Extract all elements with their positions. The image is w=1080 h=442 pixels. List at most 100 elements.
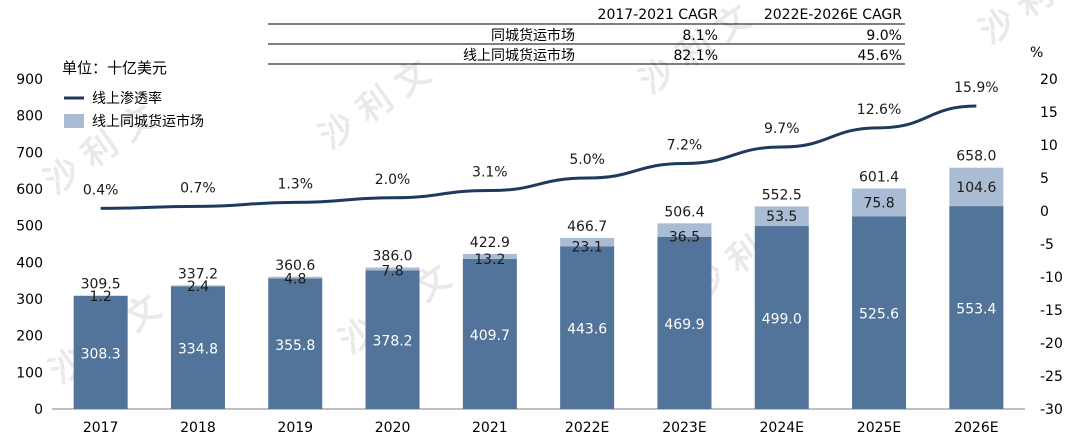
- bar-offline-segment: [949, 206, 1004, 409]
- bar-total-label: 309.5: [81, 277, 121, 293]
- x-axis-tick-label: 2019: [277, 420, 313, 436]
- bar-value-label: 334.8: [178, 342, 218, 358]
- bar-offline-segment: [268, 278, 323, 409]
- line-point-label: 0.4%: [83, 182, 119, 198]
- left-axis-tick-label: 900: [16, 72, 43, 88]
- left-axis-tick-label: 500: [16, 219, 43, 235]
- bar-online-segment: [754, 206, 809, 227]
- bar-online-segment: [949, 167, 1004, 207]
- online-segment-label: 36.5: [669, 230, 700, 246]
- x-axis-tick-label: 2026E: [954, 420, 998, 436]
- cagr-table: 2017-2021 CAGR 2022E-2026E CAGR 同城货运市场 8…: [268, 7, 905, 65]
- bar-total-label: 466.7: [567, 219, 607, 235]
- x-axis-tick-label: 2018: [180, 420, 216, 436]
- x-axis-tick-label: 2024E: [760, 420, 804, 436]
- bar-total-label: 422.9: [470, 235, 510, 251]
- cagr-row-1-value-2: 9.0%: [866, 28, 902, 44]
- x-axis-tick-label: 2020: [375, 420, 411, 436]
- bar-offline-segment: [560, 246, 615, 409]
- legend-label-penetration: 线上渗透率: [92, 90, 162, 107]
- bar-online-segment: [268, 276, 323, 279]
- cagr-row-2-label: 线上同城货运市场: [463, 47, 575, 64]
- bar-offline-segment: [462, 258, 517, 409]
- right-axis-tick-label: -30: [1040, 402, 1063, 418]
- right-axis-tick-label: -15: [1040, 303, 1063, 319]
- bar-offline-segment: [73, 295, 128, 409]
- cagr-row-1-label: 同城货运市场: [491, 27, 575, 44]
- online-segment-label: 7.8: [381, 263, 403, 279]
- online-segment-label: 1.2: [90, 289, 112, 305]
- bar-value-label: 499.0: [762, 312, 802, 328]
- cagr-header-2: 2022E-2026E CAGR: [764, 7, 902, 23]
- left-axis-tick-label: 200: [16, 329, 43, 345]
- x-axis-tick-label: 2023E: [662, 420, 706, 436]
- legend-label-online-market: 线上同城货运市场: [92, 113, 204, 130]
- bar-total-label: 386.0: [373, 248, 413, 264]
- online-segment-label: 75.8: [863, 195, 894, 211]
- bar-value-label: 308.3: [81, 346, 121, 362]
- right-axis-tick-label: -25: [1040, 369, 1063, 385]
- x-axis-tick-label: 2022E: [565, 420, 609, 436]
- line-point-label: 3.1%: [472, 165, 508, 181]
- bar-offline-segment: [754, 226, 809, 409]
- line-point-label: 15.9%: [954, 80, 998, 96]
- cagr-header-1: 2017-2021 CAGR: [598, 7, 719, 23]
- bar-value-label: 525.6: [859, 307, 899, 323]
- bar-value-label: 443.6: [567, 322, 607, 338]
- bar-offline-segment: [657, 236, 712, 409]
- right-axis-tick-label: -20: [1040, 336, 1063, 352]
- left-axis-tick-label: 100: [16, 365, 43, 381]
- cagr-row-1-value-1: 8.1%: [682, 28, 718, 44]
- left-axis-tick-label: 400: [16, 255, 43, 271]
- bar-value-label: 378.2: [373, 334, 413, 350]
- bar-value-label: 553.4: [956, 302, 996, 318]
- bar-online-segment: [170, 285, 225, 287]
- bar-total-label: 658.0: [956, 149, 996, 165]
- line-point-label: 12.6%: [857, 102, 901, 118]
- bar-value-label: 355.8: [275, 338, 315, 354]
- bar-total-label: 360.6: [275, 258, 315, 274]
- watermark-text: 沙 利 文: [312, 53, 438, 158]
- online-segment-label: 13.2: [474, 252, 505, 268]
- right-axis-tick-label: -10: [1040, 270, 1063, 286]
- unit-label: 单位：十亿美元: [62, 59, 167, 77]
- right-axis-tick-label: 5: [1040, 171, 1049, 187]
- online-segment-label: 104.6: [956, 180, 996, 196]
- left-axis-tick-label: 600: [16, 182, 43, 198]
- penetration-line: 0.4% 0.7% 1.3% 2.0% 3.1% 5.0% 7.2% 9.7% 12.6% 15.…: [83, 80, 999, 210]
- online-segment-label: 23.1: [572, 239, 603, 255]
- bar-value-label: 409.7: [470, 328, 510, 344]
- bar-total-label: 601.4: [859, 169, 899, 185]
- bar-offline-segment: [365, 270, 420, 409]
- online-segment-label: 2.4: [187, 279, 209, 295]
- cagr-row-2-value-2: 45.6%: [858, 48, 902, 64]
- bar-online-segment: [560, 237, 615, 247]
- x-axis-tick-label: 2021: [472, 420, 508, 436]
- line-point-label: 7.2%: [667, 137, 703, 153]
- right-axis-tick-label: 20: [1040, 72, 1058, 88]
- bar-offline-segment: [170, 286, 225, 409]
- bar-value-label: 469.9: [664, 317, 704, 333]
- online-segment-label: 53.5: [766, 209, 797, 225]
- online-segment-label: 4.8: [284, 272, 306, 288]
- legend: 线上渗透率 线上同城货运市场: [64, 90, 204, 130]
- bar-total-label: 337.2: [178, 266, 218, 282]
- right-axis-tick-label: 10: [1040, 138, 1058, 154]
- bar-online-segment: [365, 267, 420, 271]
- left-axis-tick-label: 700: [16, 145, 43, 161]
- bar-online-segment: [852, 188, 907, 217]
- bar-offline-segment: [852, 216, 907, 409]
- right-axis-tick-label: -5: [1040, 237, 1054, 253]
- bar-total-label: 506.4: [664, 204, 704, 220]
- left-axis-tick-label: 0: [34, 402, 43, 418]
- bar-online-segment: [657, 223, 712, 237]
- line-point-label: 2.0%: [375, 172, 411, 188]
- x-axis-tick-label: 2017: [83, 420, 119, 436]
- cagr-row-2-value-1: 82.1%: [674, 48, 718, 64]
- left-axis-tick-label: 300: [16, 292, 43, 308]
- line-point-label: 5.0%: [569, 152, 605, 168]
- bar-total-label: 552.5: [762, 187, 802, 203]
- line-point-label: 1.3%: [277, 176, 313, 192]
